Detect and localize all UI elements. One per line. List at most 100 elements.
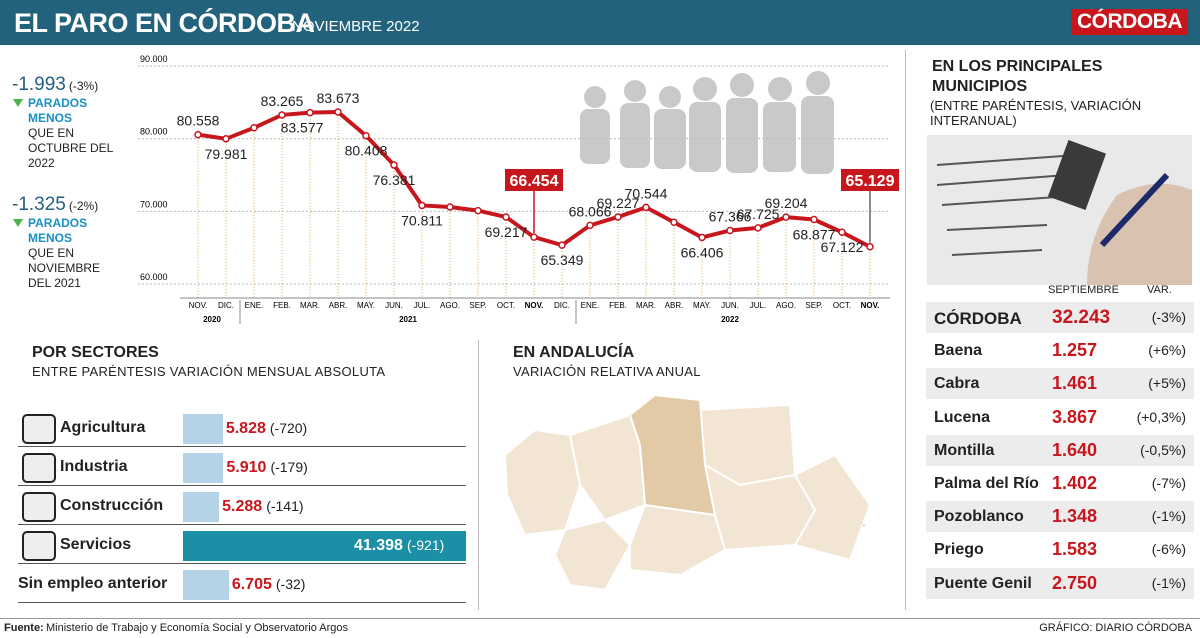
- sector-name: Agricultura: [60, 419, 146, 436]
- cell-value: 1.583: [1052, 539, 1098, 560]
- bar: [183, 453, 224, 483]
- photo: [927, 135, 1192, 285]
- table-row: Palma del Río 1.402 (-7%): [926, 468, 1194, 499]
- x-tick-label: SEP.: [805, 301, 822, 310]
- value-label: 66.454: [510, 173, 559, 190]
- x-tick-label: MAR.: [636, 301, 656, 310]
- point: [726, 226, 734, 235]
- point: [614, 213, 622, 221]
- sector-name: Construcción: [60, 497, 164, 514]
- value-label: 65.349: [541, 252, 584, 268]
- point: [698, 233, 706, 242]
- x-tick-label: JUN.: [385, 301, 403, 310]
- cell-var: (+0,3%): [1136, 408, 1186, 425]
- x-tick-label: ENE.: [245, 301, 264, 310]
- bar: [183, 492, 220, 522]
- summary-item: -1.993 (-3%) PARADOS MENOS QUE EN OCTUBRE D…: [12, 74, 122, 171]
- point: [810, 215, 818, 224]
- table-row: CÓRDOBA 32.243 (-3%): [926, 302, 1194, 333]
- summary-text: QUE EN NOVIEMBRE DEL 2021: [28, 246, 101, 290]
- change-label: (-921): [406, 537, 445, 553]
- callout-box: [841, 169, 899, 191]
- value-label: 70.544: [625, 185, 668, 201]
- sector-icon: [22, 453, 56, 483]
- value-label: 83.577: [281, 120, 324, 136]
- table-row: Priego 1.583 (-6%): [926, 534, 1194, 566]
- summary-text: QUE EN OCTUBRE DEL 2022: [28, 126, 113, 170]
- x-tick-label: NOV.: [189, 301, 208, 310]
- sector-row-line: [18, 602, 466, 603]
- cell-var: (+5%): [1148, 375, 1186, 392]
- point: [334, 108, 342, 116]
- point: [418, 201, 426, 210]
- cell-value: 1.461: [1052, 373, 1098, 394]
- y-tick-label: 90.000: [140, 54, 168, 64]
- andalucia-map: [503, 393, 872, 592]
- value-label: 67.725: [737, 206, 780, 222]
- cell-value: 1.640: [1052, 439, 1098, 460]
- x-tick-label: SEP.: [469, 301, 486, 310]
- point: [838, 228, 846, 236]
- value-label: 70.811: [401, 212, 443, 228]
- value-label: 79.981: [205, 146, 248, 162]
- summary-item: -1.325 (-2%) PARADOS MENOS QUE EN NOVIEMBRE…: [12, 194, 122, 291]
- point: [222, 135, 230, 143]
- table-row: Cabra 1.461 (+5%): [926, 368, 1194, 400]
- summary-label: PARADOS MENOS: [12, 216, 122, 246]
- value-label: 68.066: [569, 203, 612, 219]
- year-label: 2020: [203, 315, 221, 324]
- cell-var: (-1%): [1151, 508, 1186, 525]
- logo: CÓRDOBA: [1071, 9, 1188, 35]
- point: [474, 206, 482, 215]
- cell-var: (-7%): [1151, 475, 1186, 491]
- source: Ministerio de Trabajo y Economía Social …: [46, 622, 349, 634]
- value-label: 69.204: [765, 195, 808, 211]
- sector-row-line: [18, 524, 466, 525]
- x-tick-label: OCT.: [833, 301, 851, 310]
- x-tick-label: JUL.: [414, 301, 430, 310]
- col-header: SEPTIEMBRE: [1048, 284, 1119, 296]
- table-row: Montilla 1.640 (-0,5%): [926, 434, 1194, 466]
- value-label: 76.381: [373, 172, 416, 188]
- point: [278, 111, 286, 119]
- cordoba-region: [628, 393, 717, 517]
- cell-value: 1.402: [1052, 473, 1098, 493]
- x-tick-label: AGO.: [776, 301, 796, 310]
- point: [642, 203, 650, 212]
- cell-name: Puente Genil: [934, 574, 1032, 592]
- bar: [183, 414, 223, 444]
- point: [502, 213, 510, 221]
- x-tick-label: MAY.: [693, 301, 711, 310]
- summary-head: -1.325 (-2%): [12, 194, 122, 216]
- sector-name: Servicios: [60, 536, 132, 553]
- cell-name: CÓRDOBA: [934, 309, 1022, 328]
- bar-label: 41.398 (-921): [354, 537, 444, 555]
- point: [530, 233, 538, 241]
- sector-row-line: [18, 485, 466, 486]
- value-label: 5.828: [225, 420, 266, 437]
- point: [446, 203, 454, 211]
- summary-pct: (-2%): [68, 199, 99, 213]
- summary-label: PARADOS MENOS: [12, 96, 122, 126]
- section-title: EN ANDALUCÍA: [513, 344, 635, 361]
- cell-name: Lucena: [934, 408, 991, 426]
- point: [194, 130, 202, 139]
- subtitle: NOVIEMBRE 2022: [292, 18, 420, 35]
- summary-head: -1.993 (-3%): [12, 74, 122, 96]
- sector-icon: [22, 531, 56, 561]
- summary-value: -1.993: [12, 74, 66, 95]
- footer: Fuente: Ministerio de Trabajo y Economía…: [0, 618, 1200, 638]
- cell-name: Montilla: [934, 441, 995, 459]
- y-tick-label: 70.000: [140, 199, 168, 209]
- x-tick-label: AGO.: [440, 301, 460, 310]
- summary-value: -1.325: [12, 194, 66, 215]
- bar-label: 5.288 (-141): [222, 498, 303, 516]
- title: EL PARO EN CÓRDOBA: [14, 8, 315, 38]
- point: [250, 124, 258, 132]
- point: [362, 131, 370, 140]
- bar: [183, 570, 229, 600]
- value-label: 69.217: [485, 224, 528, 240]
- sector-row-line: [18, 446, 466, 447]
- sector-name: Industria: [60, 458, 128, 475]
